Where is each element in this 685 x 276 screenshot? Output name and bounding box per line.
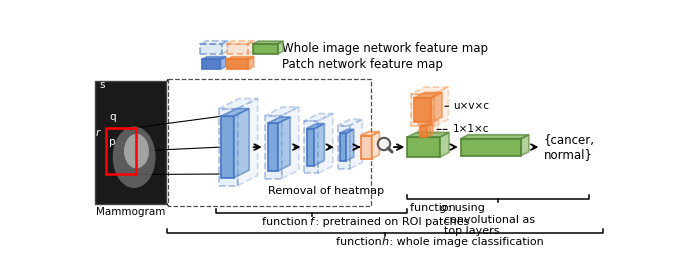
Text: function: function (262, 217, 312, 227)
Text: {cancer,
normal}: {cancer, normal} (544, 133, 595, 161)
Polygon shape (304, 114, 333, 121)
Text: p: p (109, 137, 116, 147)
Polygon shape (268, 123, 278, 171)
Text: Removal of heatmap: Removal of heatmap (268, 186, 384, 196)
Polygon shape (306, 129, 314, 166)
Polygon shape (219, 108, 238, 185)
Polygon shape (418, 124, 430, 139)
Polygon shape (411, 87, 448, 94)
Text: r: r (96, 128, 100, 138)
Polygon shape (202, 59, 221, 69)
Polygon shape (314, 124, 324, 166)
Polygon shape (338, 126, 350, 169)
Bar (95, 81, 166, 204)
Polygon shape (278, 41, 284, 54)
Text: function: function (410, 203, 460, 213)
Polygon shape (200, 44, 222, 54)
Polygon shape (265, 107, 299, 116)
Text: s: s (99, 80, 105, 90)
Text: : using
convolutional as
top layers: : using convolutional as top layers (445, 203, 536, 237)
Polygon shape (411, 94, 434, 126)
Polygon shape (371, 132, 379, 159)
Polygon shape (434, 87, 448, 126)
Text: : pretrained on ROI patches: : pretrained on ROI patches (312, 217, 469, 227)
Polygon shape (282, 107, 299, 179)
Polygon shape (227, 59, 249, 69)
Ellipse shape (124, 134, 149, 168)
Text: q: q (109, 112, 116, 122)
Polygon shape (219, 99, 258, 108)
Polygon shape (200, 41, 228, 44)
Polygon shape (521, 135, 529, 156)
Polygon shape (222, 41, 228, 54)
Polygon shape (361, 132, 379, 136)
Polygon shape (340, 133, 346, 161)
Polygon shape (418, 120, 438, 124)
Polygon shape (432, 92, 442, 123)
Polygon shape (221, 108, 249, 116)
Polygon shape (253, 44, 278, 54)
Polygon shape (265, 116, 282, 179)
Polygon shape (350, 119, 362, 169)
Text: g: g (440, 203, 447, 213)
Polygon shape (268, 117, 290, 123)
Polygon shape (461, 139, 521, 156)
Circle shape (378, 138, 390, 150)
Polygon shape (440, 132, 449, 157)
Polygon shape (338, 119, 362, 126)
Polygon shape (234, 108, 249, 178)
Polygon shape (227, 57, 254, 59)
Polygon shape (221, 57, 226, 69)
Polygon shape (318, 114, 333, 173)
Ellipse shape (113, 126, 155, 188)
Polygon shape (420, 124, 433, 126)
Text: Patch network feature map: Patch network feature map (282, 58, 443, 71)
Bar (105, 128, 136, 174)
Text: h: h (382, 237, 388, 247)
Polygon shape (340, 129, 353, 133)
Polygon shape (420, 126, 427, 137)
Polygon shape (227, 44, 249, 54)
Polygon shape (249, 57, 254, 69)
Polygon shape (408, 137, 440, 157)
Polygon shape (202, 57, 226, 59)
Polygon shape (414, 92, 442, 98)
Text: : whole image classification: : whole image classification (386, 237, 544, 247)
Polygon shape (361, 136, 371, 159)
Polygon shape (461, 135, 529, 139)
Text: f: f (310, 217, 314, 227)
Text: Mammogram: Mammogram (96, 207, 165, 217)
Polygon shape (408, 132, 449, 137)
Polygon shape (249, 41, 255, 54)
Text: Whole image network feature map: Whole image network feature map (282, 43, 488, 55)
Polygon shape (430, 120, 438, 139)
Polygon shape (414, 98, 432, 123)
Polygon shape (238, 99, 258, 185)
Text: function: function (336, 237, 385, 247)
Text: u×v×c: u×v×c (453, 101, 489, 111)
Text: 1×1×c: 1×1×c (453, 124, 490, 134)
Polygon shape (346, 129, 353, 161)
Polygon shape (304, 121, 318, 173)
Polygon shape (427, 124, 433, 137)
Polygon shape (227, 41, 255, 44)
Polygon shape (221, 116, 234, 178)
Polygon shape (253, 41, 284, 44)
Polygon shape (278, 117, 290, 171)
Polygon shape (306, 124, 324, 129)
